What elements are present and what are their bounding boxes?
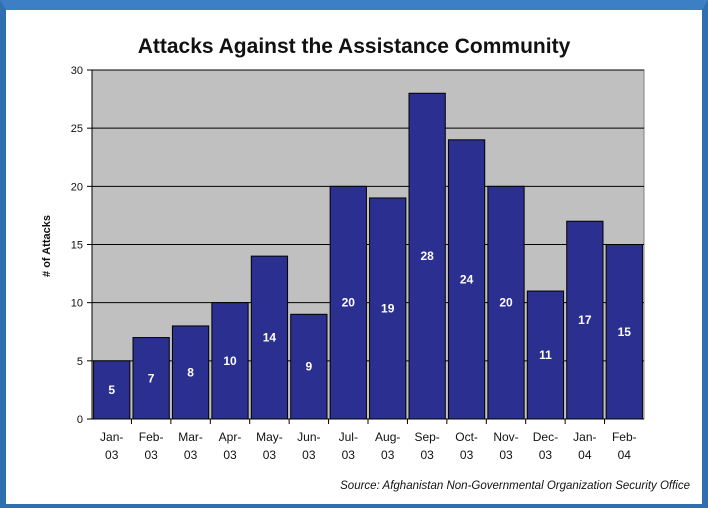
data-label: 19: [381, 301, 395, 315]
bar: [329, 185, 367, 420]
bar: [250, 255, 289, 420]
y-axis-ticks: 0 5 10 15 20 25 30: [71, 65, 92, 426]
data-label: 28: [420, 249, 434, 263]
y-tick-label: 20: [71, 181, 83, 193]
x-tick-label-year: 03: [342, 448, 356, 462]
x-tick-label-month: Oct-: [455, 430, 478, 444]
x-tick-label-year: 03: [144, 448, 158, 462]
bars: [93, 92, 643, 420]
source-note: Source: Afghanistan Non-Governmental Org…: [340, 480, 690, 492]
x-tick-label-month: Apr-: [219, 430, 242, 444]
x-tick-label-month: Jan-: [573, 430, 596, 444]
data-label: 11: [539, 348, 552, 362]
x-tick-label-month: Jul-: [339, 430, 358, 444]
y-tick-label: 10: [71, 298, 83, 310]
x-tick-label-month: Feb-: [139, 430, 164, 444]
y-tick-label: 0: [77, 414, 83, 426]
x-tick-label-month: Dec-: [533, 430, 558, 444]
x-tick-label-year: 03: [184, 448, 198, 462]
x-tick-label-year: 03: [302, 448, 316, 462]
x-tick-label-month: Nov-: [493, 430, 518, 444]
x-tick-label-year: 03: [381, 448, 395, 462]
x-tick-label-month: May-: [256, 430, 283, 444]
bar: [487, 185, 525, 420]
data-label: 10: [223, 354, 237, 368]
y-tick-label: 15: [71, 240, 83, 252]
bar: [290, 313, 328, 420]
x-tick-label-year: 03: [499, 448, 513, 462]
bar: [171, 325, 210, 420]
data-label: 5: [108, 383, 115, 397]
y-tick-label: 5: [77, 356, 83, 368]
x-tick-label-month: Sep-: [414, 430, 439, 444]
x-tick-label-year: 03: [420, 448, 434, 462]
x-tick-label-year: 03: [539, 448, 553, 462]
bar: [408, 92, 446, 420]
bar: [132, 337, 170, 420]
bar: [605, 244, 643, 420]
data-label: 14: [263, 331, 277, 345]
x-tick-label-year: 03: [263, 448, 277, 462]
x-tick-label-year: 03: [460, 448, 474, 462]
data-label: 7: [148, 371, 155, 385]
x-tick-label-month: Jan-: [100, 430, 123, 444]
x-tick-label-year: 04: [578, 448, 592, 462]
data-label: 24: [460, 272, 474, 286]
x-tick-label-month: Mar-: [178, 430, 203, 444]
data-label: 17: [578, 313, 592, 327]
chart-title: Attacks Against the Assistance Community: [137, 35, 571, 58]
x-axis-ticks: Jan- 03 Feb- 03 Mar- 03 Apr- 03 May- 03 Jun- 03 Jul-…: [100, 419, 637, 462]
y-tick-label: 25: [71, 123, 83, 135]
data-label: 20: [342, 296, 356, 310]
y-axis-label: # of Attacks: [41, 215, 53, 277]
data-label: 15: [618, 325, 632, 339]
data-labels: 5 7 8 10 14 9 20 19 28 24 20 11 17 15: [108, 249, 631, 397]
bar: [566, 220, 604, 420]
bar: [369, 197, 407, 420]
x-tick-label-month: Feb-: [612, 430, 637, 444]
data-label: 20: [499, 296, 513, 310]
data-label: 8: [187, 365, 194, 379]
bar: [211, 302, 249, 420]
bar: [93, 360, 131, 420]
data-label: 9: [306, 360, 313, 374]
x-tick-label-month: Jun-: [297, 430, 320, 444]
y-tick-label: 30: [71, 65, 83, 77]
x-tick-label-year: 03: [105, 448, 119, 462]
bar: [447, 139, 486, 420]
x-tick-label-year: 03: [223, 448, 237, 462]
bar: [526, 290, 565, 420]
x-tick-label-month: Aug-: [375, 430, 400, 444]
x-tick-label-year: 04: [618, 448, 632, 462]
